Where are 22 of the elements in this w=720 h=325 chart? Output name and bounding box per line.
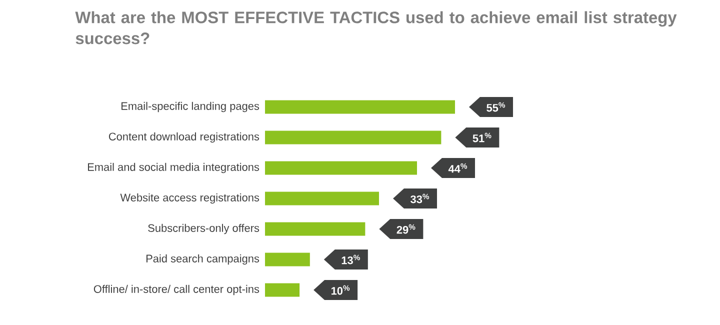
y-tick-label: Offline/ in-store/ call center opt-ins bbox=[94, 284, 260, 296]
y-tick-label: Paid search campaigns bbox=[146, 254, 260, 265]
data-label: 55$^{%}$ bbox=[486, 102, 506, 112]
y-tick-label: Email-specific landing pages bbox=[122, 102, 260, 112]
data-label: 13$^{%}$ bbox=[342, 254, 360, 264]
y-tick-label: Subscribers-only offers bbox=[148, 224, 260, 234]
bar bbox=[265, 222, 366, 236]
y-tick-label: Email and social media integrations bbox=[88, 162, 260, 174]
y-tick-label: Content download registrations bbox=[108, 132, 260, 143]
bar bbox=[265, 283, 300, 297]
data-label: 44$^{%}$ bbox=[448, 163, 468, 173]
data-label: 51$^{%}$ bbox=[472, 132, 492, 142]
chart-title: What are the MOST EFFECTIVE TACTICS used to achieve email list strategy success? bbox=[75, 11, 677, 44]
data-label: 33$^{%}$ bbox=[410, 194, 430, 204]
y-tick-label: Website access registrations bbox=[120, 193, 260, 204]
bar bbox=[265, 192, 380, 206]
bar bbox=[265, 100, 456, 114]
data-label: 29$^{%}$ bbox=[396, 224, 416, 234]
data-label: 10$^{%}$ bbox=[331, 285, 350, 295]
bar bbox=[265, 252, 310, 266]
bar bbox=[265, 161, 418, 175]
bar bbox=[265, 130, 442, 144]
